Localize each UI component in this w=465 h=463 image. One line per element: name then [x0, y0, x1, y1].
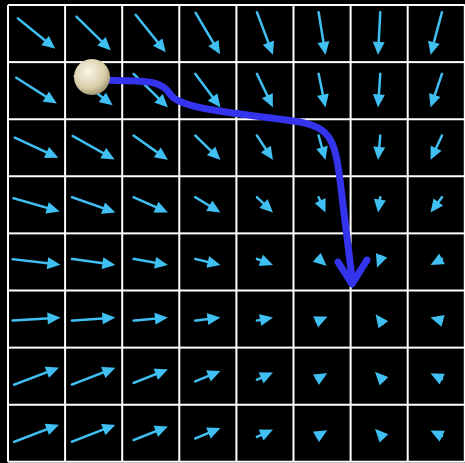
ball — [74, 59, 110, 95]
vector-field-diagram — [0, 0, 465, 463]
background — [0, 0, 465, 463]
page: (() => { JSON.parse(document.getElementB… — [0, 0, 465, 463]
